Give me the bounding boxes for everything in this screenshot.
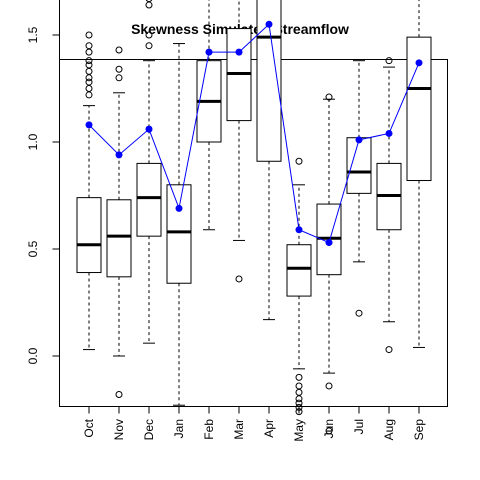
- outlier-point: [85, 78, 93, 86]
- outlier-point: [85, 91, 93, 99]
- box-sep: [406, 0, 432, 348]
- outlier-point: [85, 31, 93, 39]
- outlier-point: [295, 399, 303, 407]
- x-tick-label: Mar: [232, 419, 246, 440]
- box-oct: [76, 31, 102, 351]
- series-point: [115, 151, 123, 159]
- series-point: [265, 20, 273, 28]
- outlier-point: [115, 391, 123, 399]
- outlier-point: [295, 395, 303, 403]
- box-jul: [346, 60, 372, 317]
- outlier-point: [325, 93, 333, 101]
- outlier-point: [85, 61, 93, 69]
- x-tick-label: Dec: [142, 419, 156, 440]
- box-group: [76, 0, 432, 435]
- outlier-point: [145, 31, 153, 39]
- box-iqr: [166, 184, 192, 284]
- box-feb: [196, 0, 222, 231]
- box-dec: [136, 0, 162, 344]
- series-point: [85, 121, 93, 129]
- outlier-point: [295, 403, 303, 411]
- outlier-point: [145, 1, 153, 9]
- series-point: [205, 48, 213, 56]
- box-may: [286, 157, 312, 416]
- box-jan: [166, 43, 192, 406]
- box-nov: [106, 46, 132, 399]
- x-tick-label: Jun: [322, 419, 336, 438]
- x-tick-label: Nov: [112, 419, 126, 440]
- series-point: [235, 48, 243, 56]
- box-iqr: [106, 199, 132, 278]
- outlier-point: [145, 42, 153, 50]
- series-point: [325, 239, 333, 247]
- x-tick-label: Aug: [382, 419, 396, 440]
- outlier-point: [295, 382, 303, 390]
- outlier-point: [385, 57, 393, 65]
- outlier-point: [85, 85, 93, 92]
- series-point: [145, 125, 153, 133]
- series-point: [355, 136, 363, 144]
- outlier-point: [325, 427, 333, 435]
- outlier-point: [295, 157, 303, 165]
- box-iqr: [76, 197, 102, 274]
- y-tick-label: 1.0: [26, 133, 40, 150]
- outlier-point: [355, 309, 363, 317]
- mean-series: [85, 20, 423, 247]
- y-axis: 0.00.51.01.52.02.5: [26, 0, 60, 364]
- x-tick-label: Apr: [262, 419, 276, 438]
- box-mar: [226, 0, 252, 283]
- outlier-point: [85, 57, 93, 65]
- outlier-point: [295, 373, 303, 381]
- y-tick-label: 0.5: [26, 240, 40, 257]
- box-iqr: [286, 244, 312, 297]
- x-tick-label: Feb: [202, 419, 216, 440]
- outlier-point: [85, 48, 93, 56]
- box-iqr: [406, 36, 432, 182]
- x-tick-label: Sep: [412, 419, 426, 441]
- x-tick-label: May: [292, 419, 306, 442]
- box-iqr: [136, 162, 162, 237]
- series-point: [385, 129, 393, 137]
- x-tick-label: Oct: [82, 418, 96, 437]
- box-apr: [256, 0, 282, 321]
- series-point: [175, 204, 183, 212]
- y-tick-label: 1.5: [26, 26, 40, 43]
- x-tick-label: Jan: [172, 419, 186, 438]
- outlier-point: [85, 67, 93, 75]
- outlier-point: [115, 74, 123, 82]
- outlier-point: [115, 46, 123, 54]
- series-point: [295, 226, 303, 234]
- outlier-point: [385, 346, 393, 354]
- outlier-point: [235, 275, 243, 283]
- series-point: [415, 59, 423, 67]
- outlier-point: [85, 42, 93, 50]
- x-axis: Oct Nov Dec Jan Feb Mar Apr May Jun Jul Aug Sep: [82, 406, 426, 442]
- x-tick-label: Jul: [352, 419, 366, 434]
- outlier-point: [295, 388, 303, 396]
- y-tick-label: 0.0: [26, 347, 40, 364]
- box-iqr: [346, 137, 372, 194]
- series-line: [88, 23, 420, 244]
- outlier-point: [325, 382, 333, 390]
- outlier-point: [145, 0, 153, 3]
- box-aug: [376, 57, 402, 354]
- outlier-point: [115, 65, 123, 73]
- box-jun: [316, 93, 342, 435]
- outlier-point: [295, 408, 303, 416]
- outlier-point: [85, 74, 93, 82]
